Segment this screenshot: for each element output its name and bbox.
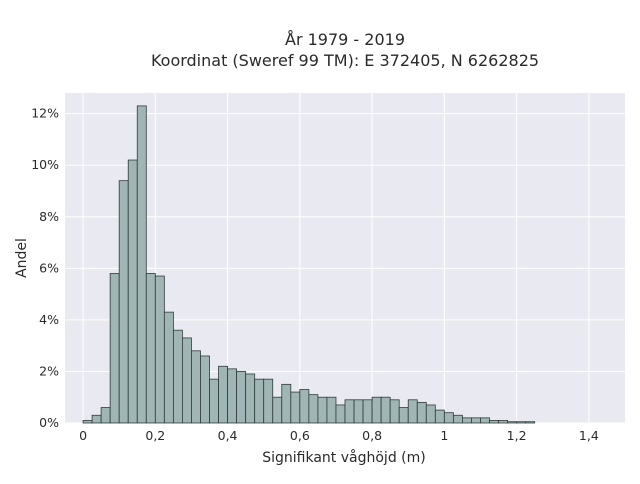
histogram-bar — [109, 273, 120, 424]
histogram-bar — [281, 383, 292, 424]
histogram-bar — [443, 412, 454, 424]
x-tick-label: 1,2 — [507, 428, 527, 443]
histogram-bar — [145, 273, 156, 424]
histogram-bar — [407, 399, 418, 424]
histogram-bar — [118, 180, 129, 424]
histogram-bar — [425, 404, 436, 424]
histogram-bar — [489, 420, 499, 424]
y-tick-label: 4% — [39, 312, 59, 327]
x-tick-label: 0,6 — [290, 428, 310, 443]
chart-title-line-1: År 1979 - 2019 — [285, 30, 405, 49]
histogram-bar — [218, 365, 228, 424]
histogram-bar — [308, 394, 319, 424]
histogram-bar — [525, 421, 536, 424]
y-tick-label: 0% — [39, 415, 59, 430]
x-tick-label: 1,4 — [579, 428, 599, 443]
histogram-bar — [462, 417, 472, 424]
histogram-bar — [398, 407, 409, 424]
histogram-bar — [380, 396, 391, 424]
histogram-bar — [344, 399, 355, 424]
histogram-bar — [371, 396, 382, 424]
x-tick-label: 0,8 — [362, 428, 382, 443]
histogram-bar — [209, 378, 219, 424]
histogram-bar — [136, 105, 147, 424]
histogram-bar — [163, 311, 174, 424]
histogram-bar — [434, 409, 445, 424]
histogram-bar — [507, 421, 518, 424]
y-tick-label: 10% — [31, 157, 59, 172]
histogram-bar — [317, 396, 328, 424]
plot-area: 0 0,2 0,4 0,6 0,8 1 1,2 1,4 0% 2% 4% 6% 8% 10% 12% — [31, 93, 625, 443]
histogram-bar — [236, 371, 247, 424]
histogram-bar — [263, 378, 274, 424]
histogram-bar — [82, 420, 93, 424]
histogram-bar — [172, 329, 183, 424]
x-axis-label: Signifikant våghöjd (m) — [262, 449, 425, 466]
histogram-bar — [299, 389, 310, 424]
histogram-bar — [362, 399, 373, 424]
histogram-bar — [326, 396, 337, 424]
chart-title-line-2: Koordinat (Sweref 99 TM): E 372405, N 62… — [151, 51, 539, 70]
histogram-bar — [471, 417, 481, 424]
histogram-bar — [452, 414, 463, 424]
histogram-bar — [254, 378, 265, 424]
histogram-bar — [389, 399, 400, 424]
histogram-bar — [290, 391, 301, 424]
histogram-bar — [191, 350, 201, 424]
histogram-bar — [154, 275, 165, 424]
histogram-bar — [91, 414, 102, 424]
y-axis-label: Andel — [14, 238, 30, 278]
histogram-bar — [335, 404, 346, 424]
histogram-bar — [245, 373, 256, 424]
histogram-bar — [416, 401, 427, 424]
histogram-bar — [182, 337, 192, 424]
y-tick-label: 8% — [39, 209, 59, 224]
y-tick-label: 12% — [31, 106, 59, 121]
histogram-bar — [100, 407, 111, 424]
histogram-bar — [498, 420, 508, 424]
histogram-bar — [480, 417, 490, 424]
x-tick-label: 0 — [79, 428, 87, 443]
x-tick-label: 0,2 — [145, 428, 165, 443]
x-tick-label: 1 — [440, 428, 448, 443]
y-tick-label: 6% — [39, 260, 59, 275]
histogram-bar — [227, 368, 238, 424]
histogram-bar — [516, 421, 527, 424]
histogram-bar — [272, 396, 283, 424]
x-tick-label: 0,4 — [218, 428, 238, 443]
histogram-bar — [353, 399, 364, 424]
y-tick-label: 2% — [39, 363, 59, 378]
histogram-bar — [127, 159, 138, 424]
histogram-bar — [200, 355, 210, 424]
